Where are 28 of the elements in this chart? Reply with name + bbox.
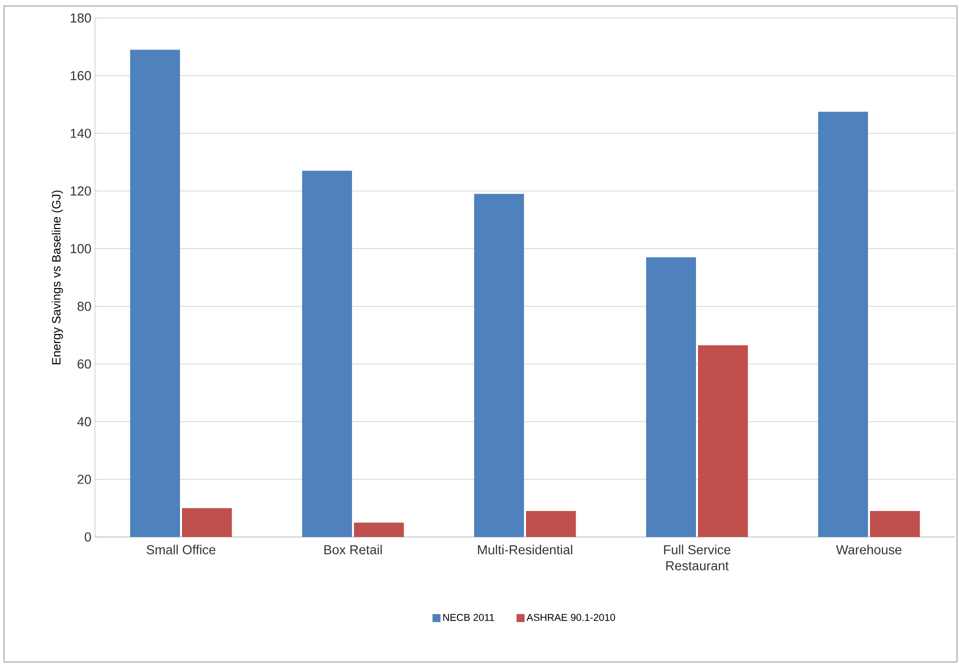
y-tick-label: 40 — [77, 417, 91, 426]
bar — [182, 508, 232, 537]
x-tick-label: Multi-Residential — [478, 544, 572, 554]
bar — [646, 257, 696, 537]
y-tick-label: 60 — [78, 359, 91, 369]
legend-label: NECB 2011 — [443, 614, 494, 621]
bar — [474, 194, 524, 537]
bar — [130, 50, 180, 537]
y-tick-label: 120 — [70, 186, 91, 196]
bar — [354, 522, 404, 537]
y-tick-label: 100 — [70, 244, 91, 254]
bar — [818, 112, 868, 537]
x-tick-label: Small Office — [146, 544, 216, 554]
bar — [526, 511, 576, 537]
bar — [698, 345, 748, 537]
x-tick-label: Full Service Restaurant — [664, 544, 730, 570]
bar — [302, 170, 352, 537]
y-tick-label: 140 — [70, 128, 91, 138]
y-tick-label: 20 — [78, 474, 91, 484]
x-tick-label: Warehouse — [836, 544, 902, 554]
x-tick-label: Box Retail — [324, 544, 382, 554]
bar — [870, 511, 920, 537]
y-tick-label: 180 — [70, 13, 91, 23]
y-tick-label: 160 — [70, 71, 91, 80]
legend-label: ASHRAE 90.1-2010 — [526, 614, 616, 621]
y-tick-label: 80 — [78, 302, 91, 311]
y-tick-label: 0 — [84, 532, 91, 542]
y-axis-title: Energy Savings vs Baseline (GJ) — [52, 190, 63, 364]
